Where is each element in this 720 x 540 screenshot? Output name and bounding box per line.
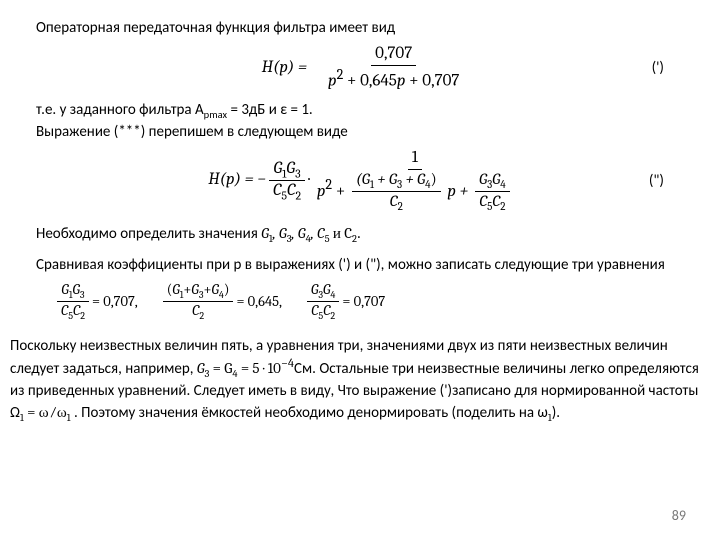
eq2-label: (") [649,171,664,191]
need-determine-text: Необходимо определить значения G1, G3, G… [36,223,692,246]
comparing-text: Сравнивая коэффициенты при p в выражения… [36,255,692,275]
page-number: 89 [672,507,686,524]
equation-3: G1G3 C5C2 = 0,707, (G1+G3+G4) C2 = 0,645… [54,281,692,322]
eq1-label: (') [652,58,664,78]
text-filter-params: т.е. у заданного фильтра Apmax = 3дБ и ε… [36,100,692,142]
conclusion-text: Поскольку неизвестных величин пять, а ур… [10,336,712,425]
intro-text: Операторная передаточная функция фильтра… [36,18,692,38]
equation-2: H(p) = − G1G3 C5C2 · 1 p2 + (G1 + G3 + G… [36,148,692,213]
equation-1: H(p) = 0,707 p2 + 0,645p + 0,707 (') [36,44,692,91]
